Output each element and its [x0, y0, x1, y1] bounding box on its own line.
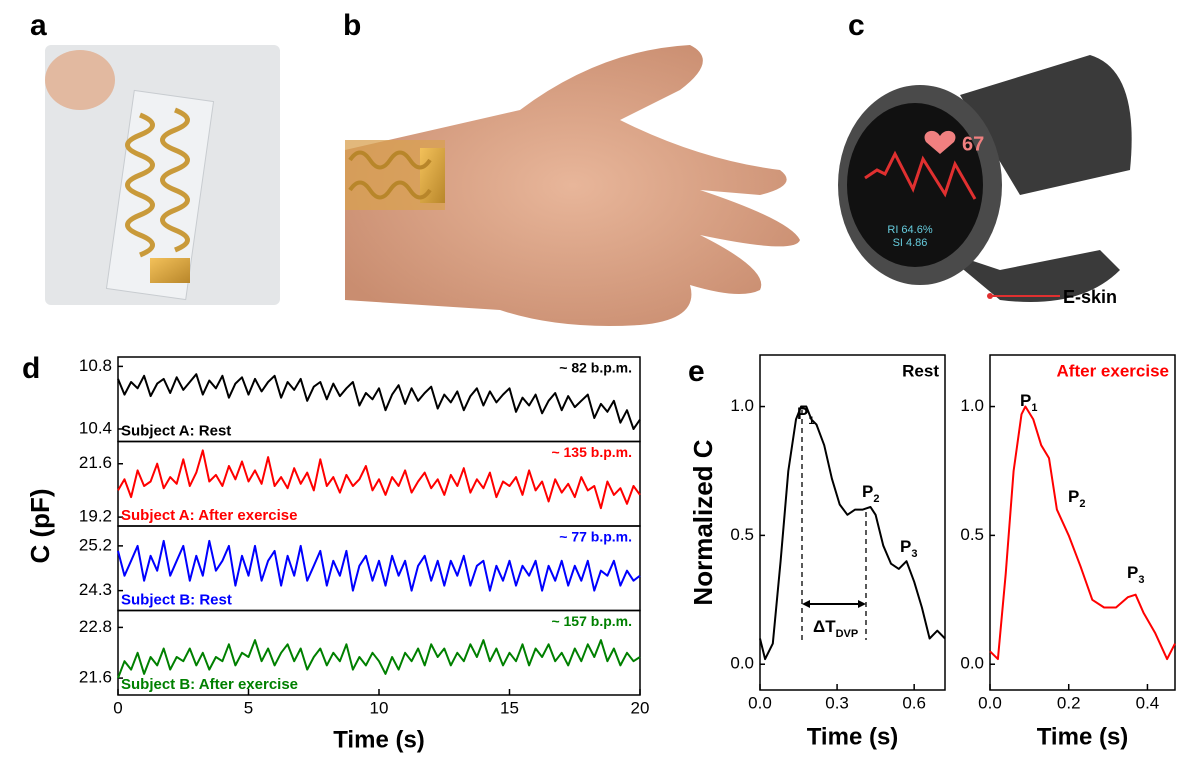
annotation-text: P: [862, 482, 873, 501]
y-tick-label: 10.4: [79, 418, 112, 437]
y-tick-label: 0.0: [730, 654, 754, 673]
series-label: Subject B: After exercise: [121, 676, 298, 693]
annotation-sub: DVP: [836, 628, 859, 640]
annotation: P2: [1068, 487, 1085, 509]
series-label: Subject A: Rest: [121, 422, 231, 439]
y-axis-label: C (pF): [25, 488, 55, 563]
annotation-sub: 3: [1138, 574, 1144, 586]
series-label: Subject A: After exercise: [121, 507, 297, 524]
x-tick-label: 0.6: [902, 693, 926, 712]
annotation-sub: 2: [1079, 498, 1085, 510]
y-axis-label: Normalized C: [688, 439, 718, 605]
y-tick-label: 0.5: [730, 525, 754, 544]
panel-letter: e: [688, 355, 705, 388]
series-label: Subject B: Rest: [121, 591, 232, 608]
e-skin-label: E-skin: [1063, 287, 1117, 307]
y-tick-label: 1.0: [960, 396, 984, 415]
x-tick-label: 0.0: [748, 693, 772, 712]
data-line: [759, 405, 946, 661]
annotation: ΔTDVP: [813, 617, 858, 639]
x-tick-label: 10: [370, 698, 389, 717]
x-tick-label: 0.3: [825, 693, 849, 712]
y-tick-label: 10.8: [79, 356, 112, 375]
annotation-sub: 1: [1031, 402, 1037, 414]
data-line: [117, 449, 641, 510]
y-tick-label: 21.6: [79, 668, 112, 687]
y-tick-label: 24.3: [79, 580, 112, 599]
annotation: P3: [900, 537, 917, 559]
heart-rate: 67: [962, 133, 984, 155]
annotation-text: P: [1068, 487, 1079, 506]
y-tick-label: 0.0: [960, 654, 984, 673]
panel-title: After exercise: [1057, 361, 1169, 380]
x-tick-label: 0.2: [1057, 693, 1081, 712]
annotation: P3: [1127, 563, 1144, 585]
data-line: [117, 539, 641, 592]
data-line: [989, 405, 1176, 661]
arrow-head: [802, 600, 866, 608]
panel-letter: a: [30, 9, 47, 42]
x-axis-label: Time (s): [807, 723, 899, 750]
annotation-sub: 3: [911, 548, 917, 560]
panel-letter: d: [22, 352, 40, 385]
data-line: [117, 373, 641, 430]
rate-label: ~ 82 b.p.m.: [559, 360, 632, 376]
panel-letter: c: [848, 9, 865, 42]
y-tick-label: 0.5: [960, 525, 984, 544]
annotation-sub: 1: [808, 415, 814, 427]
annotation-text: P: [1127, 563, 1138, 582]
annotation-text: P: [797, 404, 808, 423]
watch-ri: RI 64.6%: [887, 224, 932, 236]
x-tick-label: 0.4: [1136, 693, 1160, 712]
plot-frame: [989, 354, 1176, 691]
annotation-text: P: [1020, 391, 1031, 410]
annotation-text: P: [900, 537, 911, 556]
watch: [838, 55, 1132, 302]
annotation-text: ΔT: [813, 617, 836, 636]
x-tick-label: 0.0: [978, 693, 1002, 712]
x-axis-label: Time (s): [1037, 723, 1129, 750]
annotation: P1: [1020, 391, 1037, 413]
annotation: P2: [862, 482, 879, 504]
y-tick-label: 19.2: [79, 507, 112, 526]
y-tick-label: 1.0: [730, 396, 754, 415]
x-tick-label: 15: [500, 698, 519, 717]
panel-letter: b: [343, 9, 361, 42]
x-tick-label: 5: [244, 698, 253, 717]
y-tick-label: 22.8: [79, 617, 112, 636]
x-tick-label: 20: [631, 698, 650, 717]
y-tick-label: 21.6: [79, 453, 112, 472]
x-axis-label: Time (s): [333, 726, 425, 753]
data-line: [117, 639, 641, 679]
watch-si: SI 4.86: [893, 237, 928, 249]
plot-frame: [759, 354, 946, 691]
photo-b: [345, 45, 800, 326]
annotation: P1: [797, 404, 814, 426]
rate-label: ~ 157 b.p.m.: [551, 613, 632, 629]
annotation-sub: 2: [873, 493, 879, 505]
rate-label: ~ 77 b.p.m.: [559, 529, 632, 545]
rate-label: ~ 135 b.p.m.: [551, 444, 632, 460]
x-tick-label: 0: [113, 698, 122, 717]
photo-a: [45, 45, 280, 305]
y-tick-label: 25.2: [79, 535, 112, 554]
panel-title: Rest: [902, 361, 939, 380]
